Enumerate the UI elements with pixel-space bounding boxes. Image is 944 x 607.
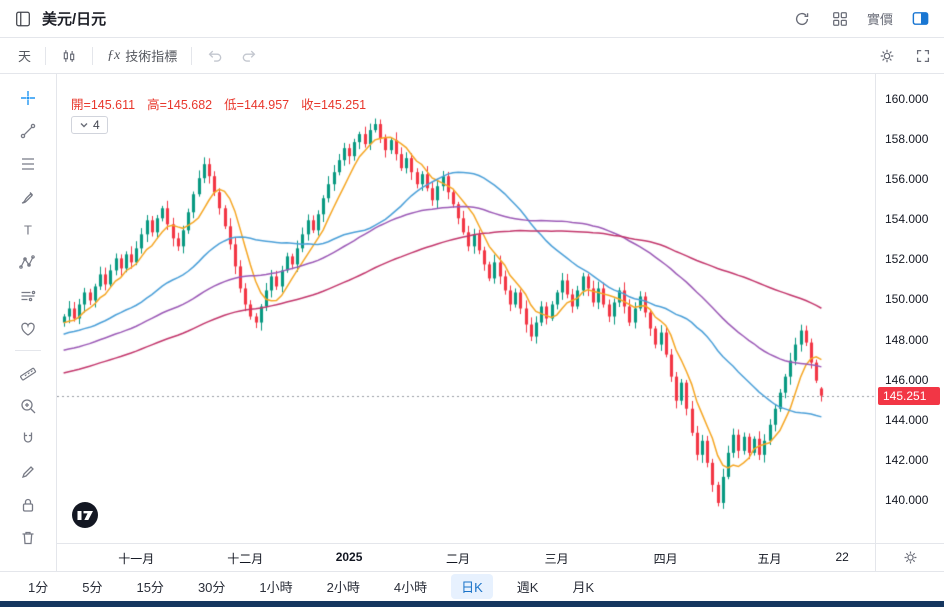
interval-tab-2小時[interactable]: 2小時	[317, 574, 370, 599]
time-axis-label: 十一月	[118, 552, 155, 566]
chart-plot-area: 開=145.611 高=145.682 低=144.957 收=145.251 …	[57, 74, 875, 543]
interval-tab-日K[interactable]: 日K	[451, 574, 493, 599]
chart-toolbar: 天 ƒx 技術指標	[0, 38, 944, 74]
time-axis-label: 22	[835, 550, 849, 564]
price-axis-label: 158.000	[885, 132, 929, 147]
interval-selector[interactable]: 天	[10, 42, 39, 69]
time-axis[interactable]: 十一月 十二月 2025 二月 三月 四月 五月 22	[57, 543, 875, 571]
price-axis-label: 146.000	[885, 372, 929, 387]
svg-text:T: T	[24, 222, 32, 237]
price-axis-label: 144.000	[885, 412, 929, 427]
settings-gear-icon[interactable]	[876, 45, 898, 67]
realtime-quote-label[interactable]: 實價	[866, 12, 893, 27]
price-axis-label: 160.000	[885, 92, 929, 107]
indicators-count: 4	[93, 118, 100, 132]
trend-line-icon[interactable]	[11, 115, 45, 146]
redo-icon[interactable]	[232, 43, 266, 69]
ohlc-high: 高=145.682	[147, 98, 213, 112]
interval-tabs-bar: 1分 5分 15分 30分 1小時 2小時 4小時 日K 週K 月K	[0, 571, 944, 601]
ohlc-low: 低=144.957	[224, 98, 290, 112]
interval-tab-30分[interactable]: 30分	[188, 574, 235, 599]
price-axis-label: 154.000	[885, 212, 929, 227]
drawing-tools-rail: T	[0, 74, 57, 571]
crosshair-icon[interactable]	[11, 82, 45, 113]
interval-selector-label: 天	[18, 49, 32, 64]
fx-icon: ƒx	[107, 47, 121, 63]
chevron-down-icon	[80, 123, 88, 128]
rail-divider	[15, 350, 41, 351]
panel-toggle-icon[interactable]	[909, 7, 932, 30]
fib-retracement-icon[interactable]	[11, 148, 45, 179]
ohlc-open: 開=145.611	[71, 98, 136, 112]
interval-tab-1小時[interactable]: 1小時	[249, 574, 302, 599]
header: 美元/日元 實價	[0, 0, 944, 38]
remove-drawings-trash-icon[interactable]	[11, 522, 45, 553]
zoom-in-icon[interactable]	[11, 390, 45, 421]
chart-style-icon[interactable]	[52, 43, 86, 69]
interval-tab-5分[interactable]: 5分	[72, 574, 112, 599]
toolbar-divider	[45, 46, 47, 65]
candlestick-chart[interactable]	[57, 74, 875, 543]
toolbar-divider	[92, 46, 94, 65]
price-axis-label: 152.000	[885, 252, 929, 267]
indicators-collapse-chip[interactable]: 4	[71, 116, 108, 134]
price-axis-label: 150.000	[885, 292, 929, 307]
lock-drawings-icon[interactable]	[11, 489, 45, 520]
price-axis[interactable]: 145.251 140.000 142.000 144.000 146.000 148.…	[875, 74, 944, 543]
toolbar-divider	[191, 46, 193, 65]
undo-icon[interactable]	[198, 43, 232, 69]
ohlc-legend: 開=145.611 高=145.682 低=144.957 收=145.251	[71, 94, 366, 113]
xabcd-pattern-icon[interactable]	[11, 247, 45, 278]
axis-corner	[875, 543, 944, 571]
chart-body: T	[0, 74, 944, 571]
interval-tab-15分[interactable]: 15分	[126, 574, 173, 599]
magnet-icon[interactable]	[11, 423, 45, 454]
fullscreen-icon[interactable]	[912, 45, 934, 67]
refresh-icon[interactable]	[791, 8, 813, 30]
time-axis-label: 五月	[757, 552, 782, 566]
last-price-tag: 145.251	[878, 386, 940, 405]
time-axis-label: 三月	[544, 552, 569, 566]
forecast-position-icon[interactable]	[11, 280, 45, 311]
symbol-title: 美元/日元	[42, 11, 107, 28]
axis-settings-gear-icon[interactable]	[900, 547, 921, 568]
drawing-mode-pencil-icon[interactable]	[11, 456, 45, 487]
chart-region: 開=145.611 高=145.682 低=144.957 收=145.251 …	[57, 74, 944, 571]
price-axis-label: 148.000	[885, 332, 929, 347]
text-tool-icon[interactable]: T	[11, 214, 45, 245]
price-axis-label: 140.000	[885, 492, 929, 507]
time-axis-label: 十二月	[227, 552, 264, 566]
watchlist-icon[interactable]	[12, 8, 34, 30]
interval-tab-1分[interactable]: 1分	[18, 574, 58, 599]
brush-icon[interactable]	[11, 181, 45, 212]
price-axis-label: 156.000	[885, 172, 929, 187]
footer-strip	[0, 601, 944, 607]
time-axis-label: 二月	[446, 552, 471, 566]
time-axis-label: 2025	[335, 550, 363, 564]
tradingview-logo[interactable]	[71, 501, 99, 529]
price-axis-label: 142.000	[885, 452, 929, 467]
emoji-heart-icon[interactable]	[11, 313, 45, 344]
indicators-label: 技術指標	[125, 49, 178, 64]
layout-grid-icon[interactable]	[829, 8, 851, 30]
indicators-button[interactable]: ƒx 技術指標	[99, 42, 185, 69]
interval-tab-週K[interactable]: 週K	[507, 574, 549, 599]
measure-ruler-icon[interactable]	[11, 357, 45, 388]
time-axis-label: 四月	[653, 552, 678, 566]
interval-tab-月K[interactable]: 月K	[562, 574, 604, 599]
interval-tab-4小時[interactable]: 4小時	[384, 574, 437, 599]
ohlc-close: 收=145.251	[301, 98, 367, 112]
